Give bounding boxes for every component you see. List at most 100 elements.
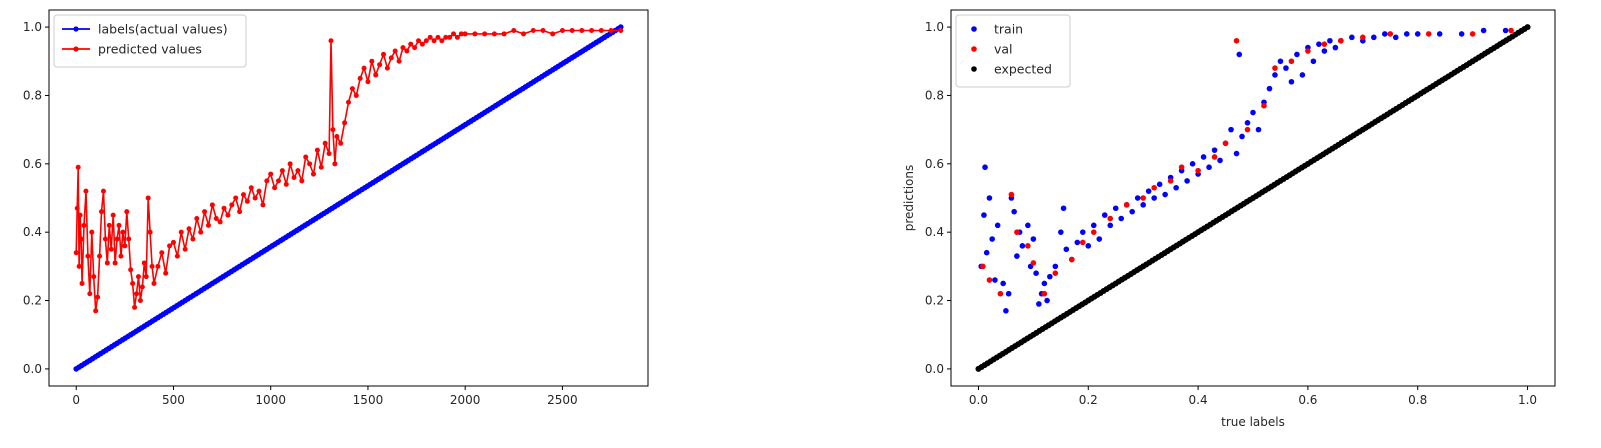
- data-point: [314, 147, 320, 153]
- data-point: [1036, 301, 1042, 307]
- data-point: [338, 140, 344, 146]
- x-tick-label: 0: [72, 393, 80, 407]
- data-point: [1200, 154, 1207, 160]
- data-point: [1217, 157, 1223, 164]
- data-point: [1060, 205, 1067, 212]
- data-point: [102, 236, 108, 242]
- x-tick-label: 2000: [450, 393, 481, 407]
- data-point: [472, 31, 478, 37]
- data-point: [1338, 37, 1344, 44]
- data-point: [114, 236, 120, 242]
- data-point: [349, 86, 355, 92]
- data-point: [1266, 85, 1273, 92]
- data-point: [159, 250, 165, 256]
- data-point: [322, 140, 328, 146]
- data-point: [986, 277, 993, 283]
- data-point: [260, 202, 266, 208]
- data-point: [1508, 27, 1514, 34]
- data-point: [1011, 208, 1017, 215]
- data-point: [89, 229, 95, 235]
- data-point: [240, 192, 246, 198]
- data-point: [373, 72, 379, 78]
- data-point: [151, 280, 157, 286]
- data-point: [182, 246, 188, 252]
- data-point: [1003, 308, 1009, 314]
- data-point: [237, 209, 243, 215]
- data-point: [1044, 297, 1050, 304]
- data-point: [134, 291, 140, 297]
- data-point: [221, 205, 227, 211]
- data-point: [1250, 109, 1256, 116]
- data-point: [1033, 270, 1039, 277]
- data-point: [1030, 236, 1037, 242]
- data-point: [1074, 239, 1081, 246]
- data-point: [1096, 236, 1103, 242]
- data-point: [1371, 34, 1377, 41]
- data-point: [1524, 24, 1531, 31]
- data-point: [983, 249, 990, 256]
- data-point: [74, 205, 80, 211]
- data-point: [75, 164, 81, 170]
- data-point: [1228, 126, 1234, 133]
- data-point: [1360, 34, 1366, 41]
- legend-label: expected: [994, 62, 1052, 77]
- data-point: [209, 202, 215, 208]
- data-point: [1236, 51, 1243, 58]
- data-point: [77, 212, 83, 218]
- data-point: [91, 274, 97, 280]
- data-point: [392, 48, 398, 54]
- data-point: [365, 79, 371, 85]
- data-point: [1112, 205, 1119, 212]
- data-point: [1244, 120, 1251, 126]
- data-point: [99, 209, 105, 215]
- data-point: [992, 277, 998, 283]
- x-tick-label: 1.0: [1518, 393, 1537, 407]
- x-tick-label: 0.8: [1408, 393, 1427, 407]
- data-point: [384, 65, 390, 71]
- data-point: [981, 212, 987, 218]
- y-tick-label: 0.0: [23, 362, 42, 376]
- data-point: [1272, 72, 1278, 78]
- data-point: [1000, 280, 1006, 287]
- data-point: [1316, 41, 1322, 47]
- data-point: [530, 28, 536, 34]
- legend-box: [53, 14, 247, 68]
- data-point: [1079, 239, 1086, 246]
- data-point: [174, 253, 180, 259]
- data-point: [1288, 78, 1295, 85]
- data-point: [279, 168, 285, 174]
- legend-label: labels(actual values): [98, 22, 228, 37]
- series-line: [75, 29, 621, 311]
- data-point: [307, 161, 313, 167]
- y-tick-label: 0.8: [23, 88, 42, 102]
- data-point: [1058, 229, 1064, 235]
- data-point: [291, 174, 297, 180]
- data-point: [163, 270, 169, 276]
- data-point: [330, 127, 336, 133]
- y-tick-label: 0.2: [23, 294, 42, 308]
- plot-frame: [950, 9, 1556, 387]
- data-point: [458, 31, 464, 37]
- data-point: [1294, 51, 1300, 58]
- legend-swatch-marker: [971, 26, 977, 32]
- data-point: [1145, 188, 1152, 194]
- data-point: [106, 222, 112, 228]
- data-point: [198, 229, 204, 235]
- data-point: [1381, 31, 1388, 37]
- data-point: [1085, 243, 1092, 249]
- data-point: [112, 260, 118, 266]
- data-point: [268, 171, 274, 177]
- data-point: [1123, 202, 1130, 208]
- data-point: [377, 62, 383, 68]
- data-point: [423, 38, 429, 44]
- data-point: [1107, 215, 1114, 222]
- data-point: [118, 253, 124, 259]
- data-point: [1277, 58, 1284, 65]
- data-point: [443, 34, 449, 40]
- data-point: [1014, 253, 1020, 259]
- x-tick-label: 0.6: [1298, 393, 1317, 407]
- data-point: [110, 212, 116, 218]
- data-point: [1211, 147, 1218, 153]
- data-point: [130, 280, 136, 286]
- data-point: [264, 178, 270, 184]
